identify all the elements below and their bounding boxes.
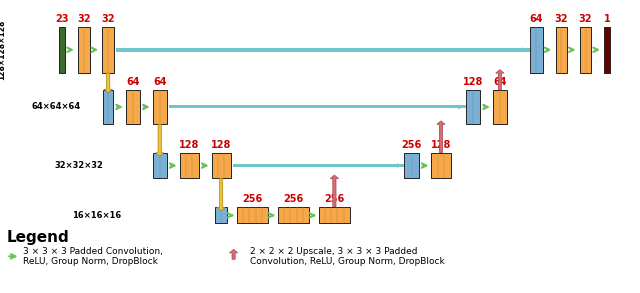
Text: Legend: Legend xyxy=(6,230,69,245)
Text: 32×32×32: 32×32×32 xyxy=(54,161,103,170)
Text: 64: 64 xyxy=(126,76,140,87)
Text: 256: 256 xyxy=(284,194,303,204)
Text: 128×128×128: 128×128×128 xyxy=(0,20,6,80)
Bar xyxy=(278,207,309,223)
Bar xyxy=(493,90,507,124)
Text: 256: 256 xyxy=(401,139,422,149)
Bar xyxy=(404,153,419,178)
Text: 23: 23 xyxy=(55,13,69,24)
Bar xyxy=(233,164,404,167)
Bar xyxy=(530,27,543,73)
FancyArrow shape xyxy=(437,121,445,152)
Text: 32: 32 xyxy=(101,13,115,24)
Text: 128: 128 xyxy=(179,139,199,149)
Text: 16×16×16: 16×16×16 xyxy=(72,211,121,220)
Text: 32: 32 xyxy=(579,13,593,24)
Text: 256: 256 xyxy=(324,194,344,204)
Text: 1: 1 xyxy=(604,13,611,24)
Bar xyxy=(116,48,530,52)
Bar xyxy=(125,90,140,124)
Bar xyxy=(78,27,90,73)
Bar xyxy=(152,153,166,178)
Bar xyxy=(215,207,227,223)
Bar xyxy=(169,105,466,108)
FancyArrow shape xyxy=(330,175,339,207)
Bar xyxy=(102,27,114,73)
Bar xyxy=(466,90,480,124)
Text: 2 × 2 × 2 Upscale, 3 × 3 × 3 Padded
Convolution, ReLU, Group Norm, DropBlock: 2 × 2 × 2 Upscale, 3 × 3 × 3 Padded Conv… xyxy=(250,247,444,266)
Text: 128: 128 xyxy=(431,139,451,149)
FancyArrow shape xyxy=(104,73,113,93)
Bar xyxy=(59,27,65,73)
Text: 128: 128 xyxy=(211,139,231,149)
Text: 128: 128 xyxy=(463,76,483,87)
Text: 32: 32 xyxy=(77,13,91,24)
Text: 64: 64 xyxy=(529,13,543,24)
Bar xyxy=(103,90,113,124)
FancyArrow shape xyxy=(217,178,225,211)
Bar xyxy=(237,207,268,223)
Bar xyxy=(431,153,451,178)
Text: 3 × 3 × 3 Padded Convolution,
ReLU, Group Norm, DropBlock: 3 × 3 × 3 Padded Convolution, ReLU, Grou… xyxy=(23,247,163,266)
Bar xyxy=(319,207,350,223)
Text: 256: 256 xyxy=(243,194,262,204)
FancyArrow shape xyxy=(230,249,238,259)
Bar xyxy=(211,153,231,178)
Text: 64: 64 xyxy=(153,76,166,87)
FancyArrow shape xyxy=(156,124,164,156)
Text: 64: 64 xyxy=(493,76,507,87)
Text: 32: 32 xyxy=(554,13,568,24)
Bar xyxy=(179,153,198,178)
Bar xyxy=(556,27,567,73)
Bar xyxy=(152,90,166,124)
Bar xyxy=(604,27,610,73)
Text: 64×64×64: 64×64×64 xyxy=(32,103,81,111)
Bar xyxy=(580,27,591,73)
FancyArrow shape xyxy=(496,70,504,90)
